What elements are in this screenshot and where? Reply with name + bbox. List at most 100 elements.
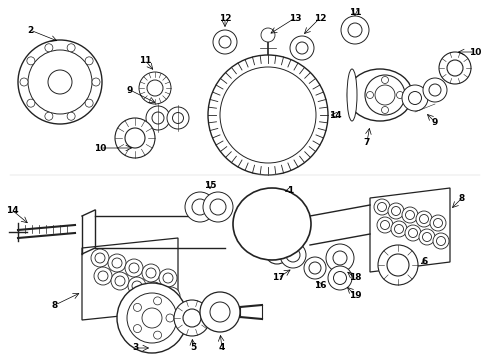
Circle shape [387,254,409,276]
Polygon shape [82,210,95,254]
Circle shape [304,257,326,279]
Text: 11: 11 [349,8,361,17]
Circle shape [127,293,177,343]
Circle shape [367,91,373,99]
Circle shape [280,242,306,268]
Circle shape [200,292,240,332]
Circle shape [409,91,421,104]
Text: 10: 10 [94,144,106,153]
Circle shape [434,219,442,228]
Circle shape [348,23,362,37]
Circle shape [112,258,122,268]
Circle shape [378,245,418,285]
Circle shape [152,112,164,124]
Circle shape [210,302,230,322]
Circle shape [128,277,146,295]
Circle shape [85,57,93,65]
Circle shape [394,225,403,234]
Circle shape [419,215,428,224]
Circle shape [91,249,109,267]
Circle shape [333,251,347,265]
Circle shape [447,60,463,76]
Text: 14: 14 [6,206,18,215]
Circle shape [433,233,449,249]
Circle shape [409,229,417,238]
Circle shape [261,28,275,42]
Circle shape [296,42,308,54]
Text: 18: 18 [349,274,361,283]
Circle shape [92,78,100,86]
Circle shape [208,55,328,175]
Text: 5: 5 [190,343,196,352]
Circle shape [382,77,389,84]
Circle shape [377,217,393,233]
Circle shape [27,57,35,65]
Text: 9: 9 [127,86,133,95]
Circle shape [290,36,314,60]
Ellipse shape [267,248,287,264]
Circle shape [382,107,389,113]
Text: 11: 11 [139,55,151,64]
Circle shape [172,112,183,123]
Text: 4: 4 [219,343,225,352]
Circle shape [166,314,174,322]
Circle shape [129,263,139,273]
Circle shape [133,303,142,311]
Ellipse shape [347,69,413,121]
Text: 3: 3 [132,343,138,352]
Text: 13: 13 [289,14,301,23]
Text: 17: 17 [271,274,284,283]
Circle shape [210,199,226,215]
Circle shape [326,244,354,272]
Circle shape [439,52,471,84]
Circle shape [430,215,446,231]
Circle shape [422,233,432,242]
Text: 12: 12 [314,14,326,23]
Circle shape [27,99,35,107]
Circle shape [146,106,170,130]
Circle shape [286,248,300,262]
Circle shape [406,211,415,220]
Text: 19: 19 [349,291,361,300]
Circle shape [146,268,156,278]
Text: 7: 7 [364,138,370,147]
Ellipse shape [347,69,357,121]
Circle shape [149,286,159,296]
Text: 15: 15 [204,180,216,189]
Circle shape [405,225,421,241]
Circle shape [377,202,387,212]
Circle shape [365,75,405,115]
Circle shape [183,309,201,327]
Text: 10: 10 [469,48,481,57]
Circle shape [125,128,145,148]
Circle shape [309,262,321,274]
Circle shape [396,91,403,99]
Circle shape [20,78,28,86]
Circle shape [174,300,210,336]
Circle shape [95,253,105,263]
Circle shape [98,271,108,281]
Text: 14: 14 [329,111,342,120]
Circle shape [28,50,92,114]
Text: 2: 2 [27,26,33,35]
Text: 8: 8 [52,301,58,310]
Circle shape [437,237,445,246]
Circle shape [142,264,160,282]
Circle shape [115,118,155,158]
Circle shape [391,221,407,237]
Circle shape [166,291,176,301]
Circle shape [419,229,435,245]
Circle shape [117,283,187,353]
Circle shape [18,40,102,124]
Circle shape [167,107,189,129]
Circle shape [153,297,162,305]
Circle shape [45,44,53,52]
Circle shape [115,276,125,286]
Circle shape [375,85,395,105]
Circle shape [139,72,171,104]
Text: 9: 9 [432,117,438,126]
Circle shape [142,308,162,328]
Circle shape [219,36,231,48]
Circle shape [423,78,447,102]
Circle shape [67,112,75,120]
